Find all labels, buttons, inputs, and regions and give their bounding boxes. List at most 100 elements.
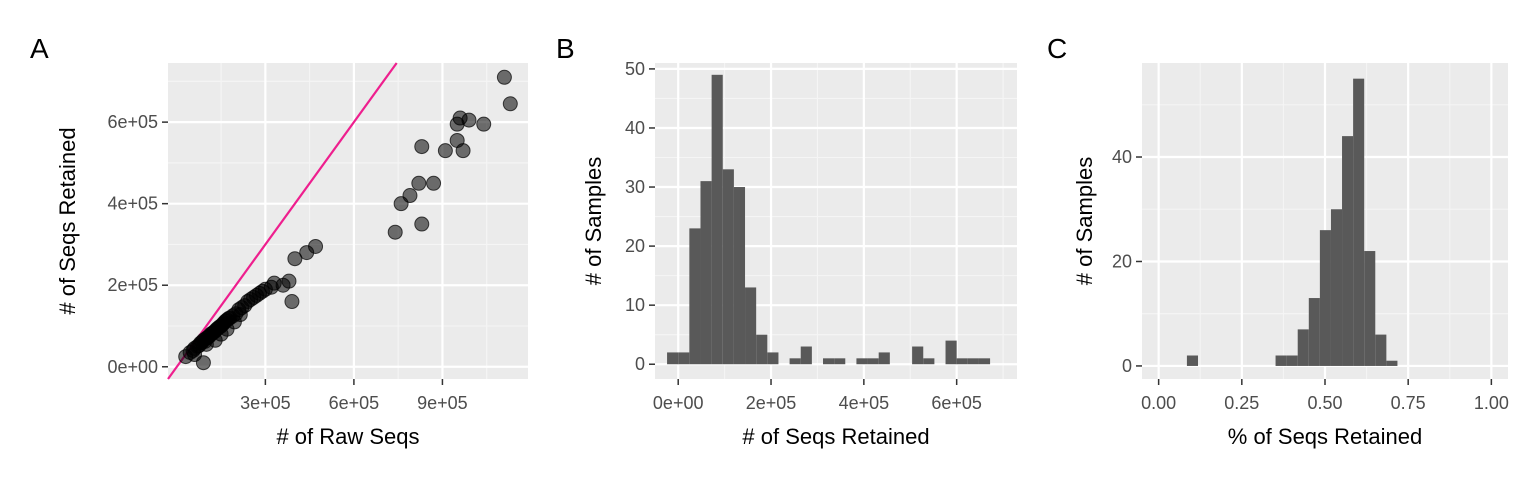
data-point — [402, 188, 418, 204]
x-tick-label: 6e+05 — [329, 393, 380, 413]
data-point — [437, 143, 453, 159]
data-point — [308, 238, 324, 254]
x-axis-title: # of Raw Seqs — [276, 424, 419, 449]
histogram-bar — [912, 346, 924, 365]
histogram-bars — [1186, 78, 1398, 366]
histogram-bar — [1330, 209, 1343, 366]
x-tick-label: 9e+05 — [417, 393, 468, 413]
x-tick-label: 0.00 — [1141, 393, 1176, 413]
x-tick-label: 1.00 — [1474, 393, 1509, 413]
histogram-bar — [722, 169, 734, 365]
y-axis: 0e+00 2e+05 4e+05 6e+05 — [107, 112, 168, 377]
data-point — [414, 139, 430, 155]
data-point — [284, 294, 300, 310]
data-point — [455, 143, 471, 159]
data-point — [502, 96, 518, 112]
histogram-bar — [1342, 136, 1354, 366]
panel-letter-a: A — [30, 33, 49, 64]
y-axis-title: # of Seqs Retained — [55, 127, 80, 314]
x-axis-title: # of Seqs Retained — [742, 424, 929, 449]
histogram-bar — [667, 352, 679, 365]
y-tick-label: 20 — [625, 236, 645, 256]
x-axis-title: % of Seqs Retained — [1228, 424, 1422, 449]
histogram-bar — [923, 358, 935, 365]
histogram-bar — [1386, 360, 1398, 366]
y-axis: 0 20 40 — [1112, 147, 1142, 376]
histogram-panel-percent: 0.00 0.25 0.50 0.75 1.00 0 20 40 % of Seqs Ret… — [1072, 63, 1509, 449]
data-point — [281, 273, 297, 289]
identity-reference-line — [167, 62, 398, 380]
x-tick-label: 0.50 — [1307, 393, 1342, 413]
histogram-bar — [1186, 355, 1198, 366]
x-axis: 0e+00 2e+05 4e+05 6e+05 — [653, 379, 982, 413]
y-tick-label: 50 — [625, 59, 645, 79]
x-tick-label: 6e+05 — [931, 393, 982, 413]
y-axis-title: # of Samples — [581, 157, 606, 285]
y-axis-title: # of Samples — [1072, 157, 1097, 285]
histogram-bar — [711, 74, 723, 365]
histogram-bar — [1308, 298, 1320, 366]
y-tick-label: 40 — [1112, 147, 1132, 167]
histogram-bar — [834, 358, 846, 365]
histogram-bar — [800, 346, 812, 365]
histogram-bar — [1286, 355, 1298, 366]
histogram-bar — [1275, 355, 1287, 366]
x-tick-label: 0.25 — [1224, 393, 1259, 413]
data-point — [426, 175, 442, 191]
scatter-panel: 3e+05 6e+05 9e+05 0e+00 2e+05 4e+05 6e+05 # o… — [55, 62, 528, 449]
histogram-bar — [1353, 78, 1365, 366]
data-point — [461, 112, 477, 128]
histogram-bar — [1375, 334, 1387, 366]
histogram-bar — [1319, 230, 1331, 366]
x-axis: 3e+05 6e+05 9e+05 — [240, 379, 468, 413]
x-tick-label: 4e+05 — [839, 393, 890, 413]
data-point — [287, 251, 303, 267]
y-tick-label: 0e+00 — [107, 357, 158, 377]
histogram-bar — [867, 358, 879, 365]
y-tick-label: 20 — [1112, 251, 1132, 271]
histogram-bar — [700, 181, 712, 365]
histogram-bar — [856, 358, 868, 365]
data-point — [232, 307, 248, 323]
data-point — [187, 347, 203, 363]
y-tick-label: 0 — [1122, 356, 1132, 376]
panel-letter-c: C — [1047, 33, 1067, 64]
x-tick-label: 3e+05 — [240, 393, 291, 413]
y-tick-label: 4e+05 — [107, 194, 158, 214]
data-point — [414, 216, 430, 232]
panel-letter-b: B — [556, 33, 575, 64]
histogram-bar — [767, 352, 779, 365]
y-tick-label: 30 — [625, 177, 645, 197]
histogram-bar — [678, 352, 690, 365]
histogram-bar — [945, 340, 957, 365]
histogram-bar — [733, 187, 746, 365]
x-tick-label: 0e+00 — [653, 393, 704, 413]
y-axis: 0 10 20 30 40 50 — [625, 59, 655, 374]
x-tick-label: 2e+05 — [746, 393, 797, 413]
y-tick-label: 10 — [625, 295, 645, 315]
histogram-bar — [956, 358, 968, 365]
data-point — [496, 69, 512, 85]
data-point — [476, 116, 492, 132]
histogram-bar — [689, 228, 701, 365]
x-tick-label: 0.75 — [1391, 393, 1426, 413]
histogram-bar — [978, 358, 991, 365]
histogram-panel-counts: 0e+00 2e+05 4e+05 6e+05 0 10 20 30 40 50 # of Se… — [581, 59, 1017, 449]
y-tick-label: 6e+05 — [107, 112, 158, 132]
gridlines — [1142, 63, 1508, 379]
histogram-bar — [1364, 251, 1376, 366]
gridlines — [168, 63, 528, 379]
data-points — [178, 69, 518, 371]
y-tick-label: 0 — [635, 354, 645, 374]
x-axis: 0.00 0.25 0.50 0.75 1.00 — [1141, 379, 1509, 413]
data-point — [387, 224, 403, 240]
histogram-bar — [967, 358, 979, 365]
data-point — [411, 175, 427, 191]
histogram-bar — [745, 287, 757, 365]
histogram-bar — [756, 334, 768, 365]
y-tick-label: 40 — [625, 118, 645, 138]
histogram-bars — [667, 74, 991, 365]
histogram-bar — [789, 358, 801, 365]
y-tick-label: 2e+05 — [107, 275, 158, 295]
